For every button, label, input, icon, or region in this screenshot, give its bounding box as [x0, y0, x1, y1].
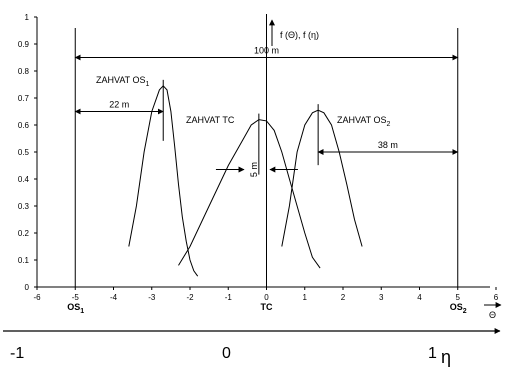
dimension-label: 100 m — [254, 46, 279, 56]
x-tick-label: -3 — [148, 293, 156, 302]
eta-label: η — [441, 347, 451, 367]
x-tick-label: 6 — [494, 293, 499, 302]
x-tick-label: -1 — [225, 293, 233, 302]
y-tick-label: 0.7 — [18, 94, 30, 103]
x-tick-label: 3 — [379, 293, 384, 302]
dimension-label: 22 m — [109, 100, 129, 110]
eta-tick-label: -1 — [10, 345, 24, 362]
y-tick-label: 0 — [25, 283, 30, 292]
curve-line — [178, 119, 321, 269]
section-label: OS1 — [67, 302, 84, 315]
eta-tick-label: 0 — [222, 345, 231, 362]
y-tick-label: 0.9 — [18, 40, 30, 49]
curve-line — [281, 109, 363, 247]
y-tick-label: 0.3 — [18, 202, 30, 211]
curve-line — [128, 85, 199, 277]
curve-label: ZAHVAT TC — [186, 115, 235, 125]
y-tick-label: 1 — [25, 13, 30, 22]
dimension-label: 5 m — [249, 162, 259, 177]
x-tick-label: -6 — [33, 293, 41, 302]
eta-tick-label: 1 — [428, 345, 437, 362]
theta-label: Θ — [489, 310, 496, 320]
curve-label: ZAHVAT OS1 — [96, 75, 150, 88]
section-label: OS2 — [450, 302, 467, 315]
section-label: TC — [261, 302, 273, 312]
x-tick-label: 2 — [341, 293, 346, 302]
x-tick-label: 5 — [456, 293, 461, 302]
x-tick-label: 1 — [303, 293, 308, 302]
y-tick-label: 0.2 — [18, 229, 30, 238]
dimension-label: 38 m — [378, 140, 398, 150]
y-tick-label: 0.4 — [18, 175, 30, 184]
curve-label: ZAHVAT OS2 — [337, 115, 391, 128]
y-tick-label: 0.8 — [18, 67, 30, 76]
y-axis-title: f (Θ), f (η) — [280, 30, 319, 40]
x-tick-label: -5 — [72, 293, 80, 302]
y-tick-label: 0.1 — [18, 256, 30, 265]
y-tick-label: 0.5 — [18, 148, 30, 157]
y-tick-label: 0.6 — [18, 121, 30, 130]
x-tick-label: 4 — [417, 293, 422, 302]
x-tick-label: 0 — [264, 293, 269, 302]
x-tick-label: -4 — [110, 293, 118, 302]
x-tick-label: -2 — [186, 293, 194, 302]
